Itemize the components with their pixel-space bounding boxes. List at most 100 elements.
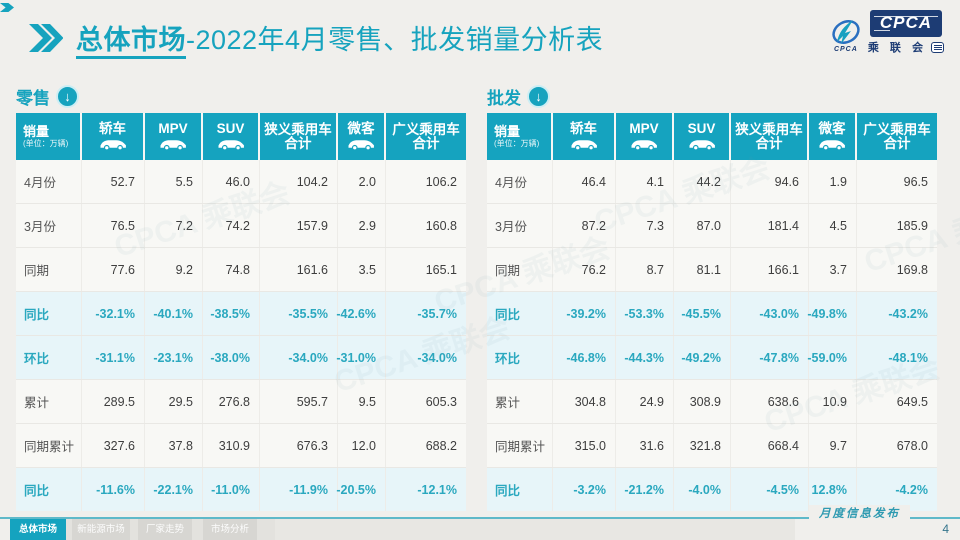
table-row: 同期 76.2 8.7 81.1 166.1 3.7 169.8 [487, 248, 937, 292]
table-cell: 157.9 [260, 204, 338, 247]
table-cell: -43.0% [731, 292, 809, 335]
table-cell: -39.2% [553, 292, 616, 335]
row-label: 累计 [16, 380, 82, 423]
column-header-label: SUV [687, 121, 716, 136]
footer-note: 月度信息发布 [809, 505, 910, 521]
table-cell: -34.0% [260, 336, 338, 379]
column-header-sales: 销量 (单位：万辆) [16, 113, 82, 160]
column-header-label: 广义乘用车 合计 [863, 121, 931, 151]
table-cell: -35.5% [260, 292, 338, 335]
suv-icon [687, 137, 717, 151]
table-cell: -4.2% [895, 482, 928, 497]
retail-section-header: 零售 ↓ [16, 84, 79, 109]
table-cell: -4.0% [674, 468, 731, 511]
logo-line [873, 30, 890, 31]
table-cell: 46.0 [203, 160, 260, 203]
table-cell: 308.9 [674, 380, 731, 423]
table-cell: 74.8 [203, 248, 260, 291]
cpca-logo-text: CPCA 乘 联 会 [868, 10, 944, 55]
wholesale-table-header: 销量 (单位：万辆) 轿车 MPV SUV 狭义乘用车 合计 微客 广义乘用车 合计 [487, 113, 937, 160]
table-cell: 87.0 [674, 204, 731, 247]
table-cell: 315.0 [553, 424, 616, 467]
row-label: 同期累计 [16, 424, 82, 467]
row-label: 同期累计 [487, 424, 553, 467]
retail-table: 销量 (单位：万辆) 轿车 MPV SUV 狭义乘用车 合计 微客 广义乘用车 合计 4月份 5… [16, 113, 466, 511]
logo-line [873, 16, 938, 17]
row-label: 3月份 [487, 204, 553, 247]
sedan-icon [98, 137, 128, 151]
table-cell: 166.1 [731, 248, 809, 291]
table-cell: -34.0% [417, 350, 457, 365]
table-cell: 4.1 [616, 160, 674, 203]
table-cell: 161.6 [260, 248, 338, 291]
table-cell: 7.3 [616, 204, 674, 247]
table-cell: 668.4 [731, 424, 809, 467]
double-chevron-icon [29, 23, 63, 52]
retail-table-header: 销量 (单位：万辆) 轿车 MPV SUV 狭义乘用车 合计 微客 广义乘用车 合计 [16, 113, 466, 160]
table-cell: -53.3% [616, 292, 674, 335]
suv-icon [216, 137, 246, 151]
table-cell: 1.9 [809, 160, 857, 203]
table-cell: 9.2 [145, 248, 203, 291]
table-cell: 76.5 [82, 204, 145, 247]
table-cell: 605.3 [425, 394, 457, 409]
bottom-navbar: 总体市场 新能源市场 厂家走势 市场分析 [0, 519, 960, 540]
table-cell: 165.1 [425, 262, 457, 277]
tab-oem-trend[interactable]: 厂家走势 [138, 519, 192, 540]
corner-accent-mark [0, 3, 14, 12]
table-cell: 160.8 [425, 218, 457, 233]
table-cell: 185.9 [896, 218, 928, 233]
table-cell: -42.6% [336, 292, 386, 335]
mpv-icon [629, 137, 659, 151]
table-cell: 276.8 [203, 380, 260, 423]
table-cell: -46.8% [553, 336, 616, 379]
column-header-label: MPV [158, 121, 188, 136]
cpca-chinese-label: 乘 联 会 [867, 42, 927, 54]
minibus-icon [817, 137, 847, 151]
table-cell: 24.9 [616, 380, 674, 423]
table-cell: 2.9 [338, 204, 386, 247]
wholesale-table: 销量 (单位：万辆) 轿车 MPV SUV 狭义乘用车 合计 微客 广义乘用车 合计 4月份 4… [487, 113, 937, 511]
table-cell: 52.7 [82, 160, 145, 203]
row-label: 环比 [487, 336, 553, 379]
table-cell: 2.0 [338, 160, 386, 203]
column-header: 轿车 [553, 113, 616, 160]
table-cell: 3.7 [809, 248, 857, 291]
table-row: 环比 -46.8% -44.3% -49.2% -47.8% -59.0% -48.1% [487, 336, 937, 380]
table-cell: -12.1% [417, 482, 457, 497]
table-cell: 77.6 [82, 248, 145, 291]
table-cell: 106.2 [425, 174, 457, 189]
table-cell: 10.9 [809, 380, 857, 423]
table-cell: -4.5% [731, 468, 809, 511]
tab-nev-market[interactable]: 新能源市场 [72, 519, 130, 540]
cpca-logo: CPCA CPCA 乘 联 会 [829, 10, 944, 55]
column-header-label: 广义乘用车 合计 [392, 121, 460, 151]
column-header: 微客 [809, 113, 857, 160]
tab-market-analysis[interactable]: 市场分析 [203, 519, 257, 540]
table-cell: -3.2% [553, 468, 616, 511]
table-cell: 289.5 [82, 380, 145, 423]
table-cell: -23.1% [145, 336, 203, 379]
table-cell: -31.0% [336, 336, 386, 379]
column-header: 广义乘用车 合计 [386, 113, 466, 160]
table-cell: 8.7 [616, 248, 674, 291]
tab-overall-market[interactable]: 总体市场 [10, 519, 66, 540]
cpca-logo-mark: CPCA [829, 18, 863, 53]
title-bar: 总体市场-2022年4月零售、批发销量分析表 [28, 18, 603, 59]
table-row: 4月份 46.4 4.1 44.2 94.6 1.9 96.5 [487, 160, 937, 204]
table-row: 同期累计 327.6 37.8 310.9 676.3 12.0 688.2 [16, 424, 466, 468]
footer-rule [0, 517, 960, 519]
wholesale-section-header: 批发 ↓ [487, 84, 550, 109]
table-cell: -31.1% [82, 336, 145, 379]
table-cell: -35.7% [417, 306, 457, 321]
sales-unit: (单位：万辆) [494, 138, 540, 148]
table-cell: 46.4 [553, 160, 616, 203]
table-cell: 678.0 [896, 438, 928, 453]
table-cell: -59.0% [807, 336, 857, 379]
cpca-swoosh-icon [832, 20, 860, 44]
cpca-mark-caption: CPCA [833, 46, 858, 53]
table-cell: -49.8% [807, 292, 857, 335]
table-cell: 310.9 [203, 424, 260, 467]
column-header: MPV [145, 113, 203, 160]
column-header: SUV [674, 113, 731, 160]
